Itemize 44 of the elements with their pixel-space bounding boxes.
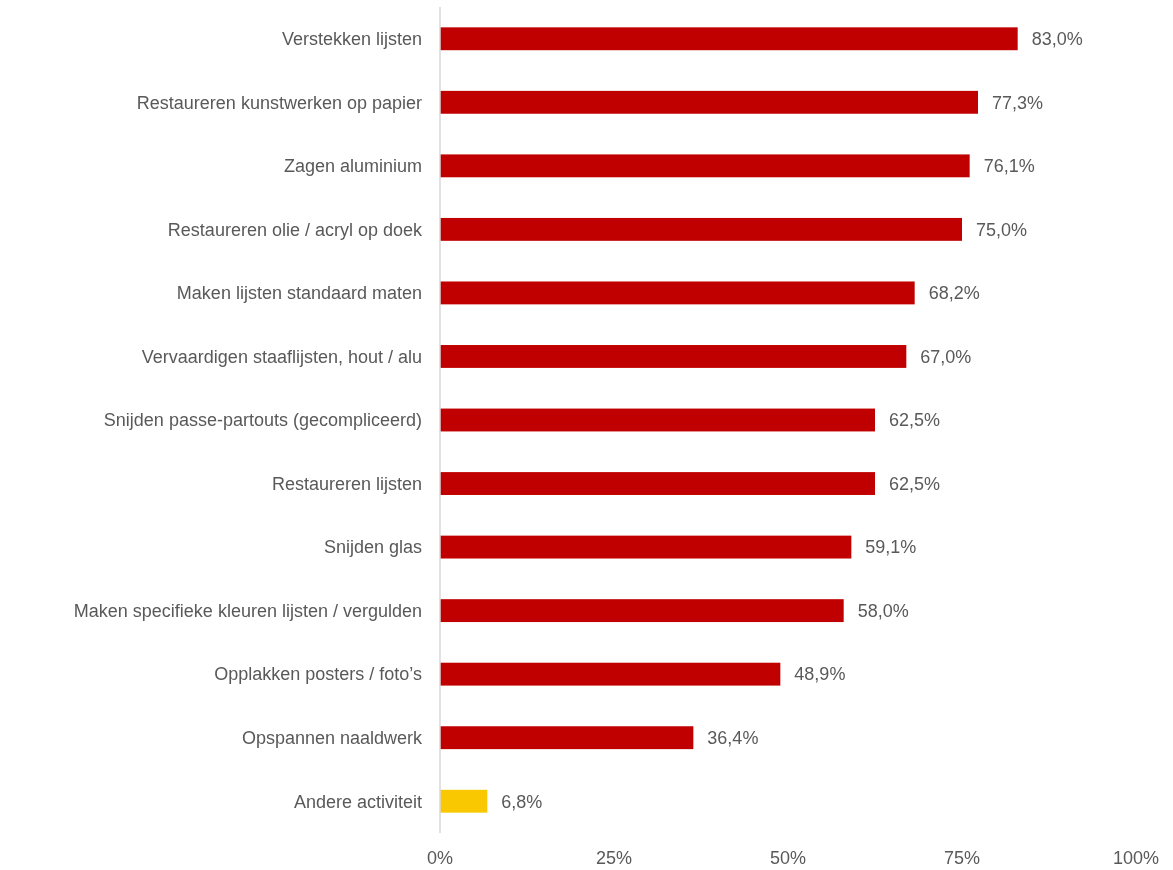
bar	[440, 154, 970, 178]
x-tick-label: 50%	[769, 848, 807, 869]
y-tick-label: Snijden passe-partouts (gecompliceerd)	[103, 410, 422, 431]
bar	[440, 726, 694, 750]
data-label: 58,0%	[857, 600, 909, 621]
bar	[440, 662, 781, 686]
y-tick-label: Snijden glas	[323, 537, 422, 558]
data-label: 83,0%	[1031, 29, 1083, 50]
bar	[440, 408, 875, 432]
bar	[440, 599, 844, 623]
data-label: 48,9%	[794, 664, 846, 685]
data-label: 75,0%	[976, 219, 1028, 240]
y-tick-label: Opspannen naaldwerk	[241, 727, 423, 748]
y-tick-label: Zagen aluminium	[283, 156, 422, 177]
x-tick-label: 25%	[595, 848, 633, 869]
data-label: 62,5%	[889, 410, 941, 431]
bar	[440, 90, 979, 114]
y-tick-label: Maken specifieke kleuren lijsten / vergulden	[73, 600, 422, 621]
bar	[440, 217, 962, 241]
data-label: 62,5%	[889, 473, 941, 494]
y-tick-label: Verstekken lijsten	[281, 29, 422, 50]
bar	[440, 472, 875, 495]
data-label: 76,1%	[983, 156, 1035, 177]
data-label: 77,3%	[992, 92, 1044, 113]
data-label: 59,1%	[865, 537, 917, 558]
data-label: 36,4%	[707, 727, 759, 748]
data-label: 68,2%	[928, 283, 980, 304]
bar	[440, 281, 915, 305]
x-tick-label: 0%	[426, 848, 454, 869]
y-tick-label: Restaureren kunstwerken op papier	[136, 92, 422, 113]
data-label: 67,0%	[920, 346, 972, 367]
bar	[440, 345, 907, 368]
y-tick-label: Restaureren olie / acryl op doek	[167, 219, 423, 240]
y-tick-label: Restaureren lijsten	[271, 473, 422, 494]
data-label: 6,8%	[501, 791, 543, 812]
bar	[440, 27, 1018, 51]
y-tick-label: Andere activiteit	[293, 791, 422, 812]
y-tick-label: Opplakken posters / foto’s	[214, 664, 422, 685]
y-tick-label: Maken lijsten standaard maten	[176, 283, 422, 304]
bar	[440, 535, 852, 559]
y-tick-label: Vervaardigen staaflijsten, hout / alu	[141, 346, 422, 367]
bar	[440, 789, 488, 813]
x-tick-label: 75%	[943, 848, 981, 869]
x-tick-label: 100%	[1112, 848, 1160, 869]
